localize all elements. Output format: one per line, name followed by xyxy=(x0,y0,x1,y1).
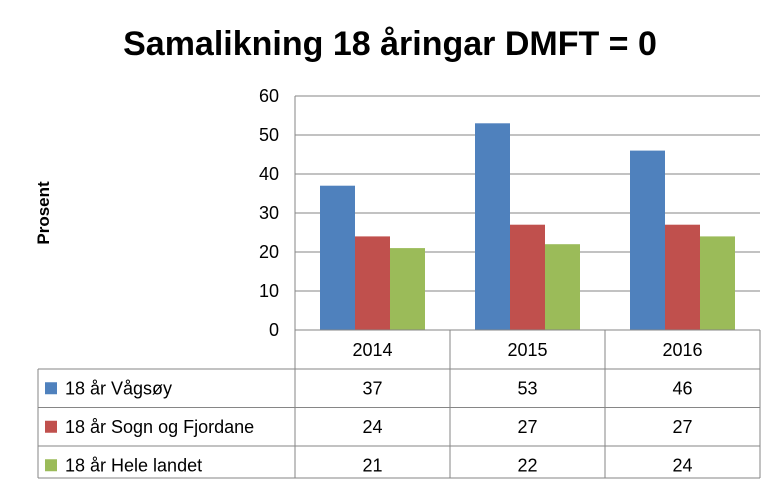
bar xyxy=(545,244,580,330)
y-tick-label: 60 xyxy=(259,86,279,106)
data-label: 27 xyxy=(672,417,692,437)
y-tick-label: 20 xyxy=(259,242,279,262)
y-tick-label: 10 xyxy=(259,281,279,301)
legend-entry: 18 år Sogn og Fjordane xyxy=(65,417,254,437)
x-tick-label: 2016 xyxy=(662,340,702,360)
data-label: 24 xyxy=(362,417,382,437)
data-label: 24 xyxy=(672,455,692,475)
bars xyxy=(320,123,735,330)
y-tick-label: 30 xyxy=(259,203,279,223)
chart-title: Samalikning 18 åringar DMFT = 0 xyxy=(123,25,657,63)
legend-entry: 18 år Hele landet xyxy=(65,455,202,475)
data-label: 21 xyxy=(362,455,382,475)
data-label: 46 xyxy=(672,378,692,398)
data-label: 37 xyxy=(362,378,382,398)
legend-swatch xyxy=(45,382,57,395)
x-tick-label: 2015 xyxy=(507,340,547,360)
bar xyxy=(355,236,390,330)
bar xyxy=(475,123,510,330)
data-table: 2014 2015 2016 18 år Vågsøy 37 53 46 18 år Sogn… xyxy=(37,96,761,479)
legend-swatch xyxy=(45,459,57,472)
bar xyxy=(510,224,545,330)
y-tick-labels: 0 10 20 30 40 50 60 xyxy=(259,86,279,340)
bar xyxy=(630,150,665,330)
bar xyxy=(390,248,425,330)
bar xyxy=(665,224,700,330)
bar xyxy=(700,236,735,330)
y-tick-label: 50 xyxy=(259,125,279,145)
bar xyxy=(320,185,355,330)
data-label: 27 xyxy=(517,417,537,437)
data-label: 22 xyxy=(517,455,537,475)
y-axis-label: Prosent xyxy=(34,181,53,245)
legend-entry: 18 år Vågsøy xyxy=(65,378,172,398)
y-tick-label: 0 xyxy=(269,320,279,340)
data-label: 53 xyxy=(517,378,537,398)
legend-swatch xyxy=(45,420,57,433)
y-tick-label: 40 xyxy=(259,164,279,184)
x-tick-label: 2014 xyxy=(352,340,392,360)
